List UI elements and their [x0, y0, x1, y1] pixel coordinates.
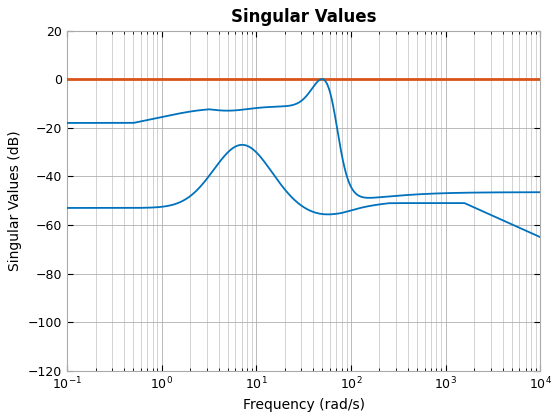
X-axis label: Frequency (rad/s): Frequency (rad/s)	[242, 398, 365, 412]
Title: Singular Values: Singular Values	[231, 8, 376, 26]
Y-axis label: Singular Values (dB): Singular Values (dB)	[8, 130, 22, 271]
